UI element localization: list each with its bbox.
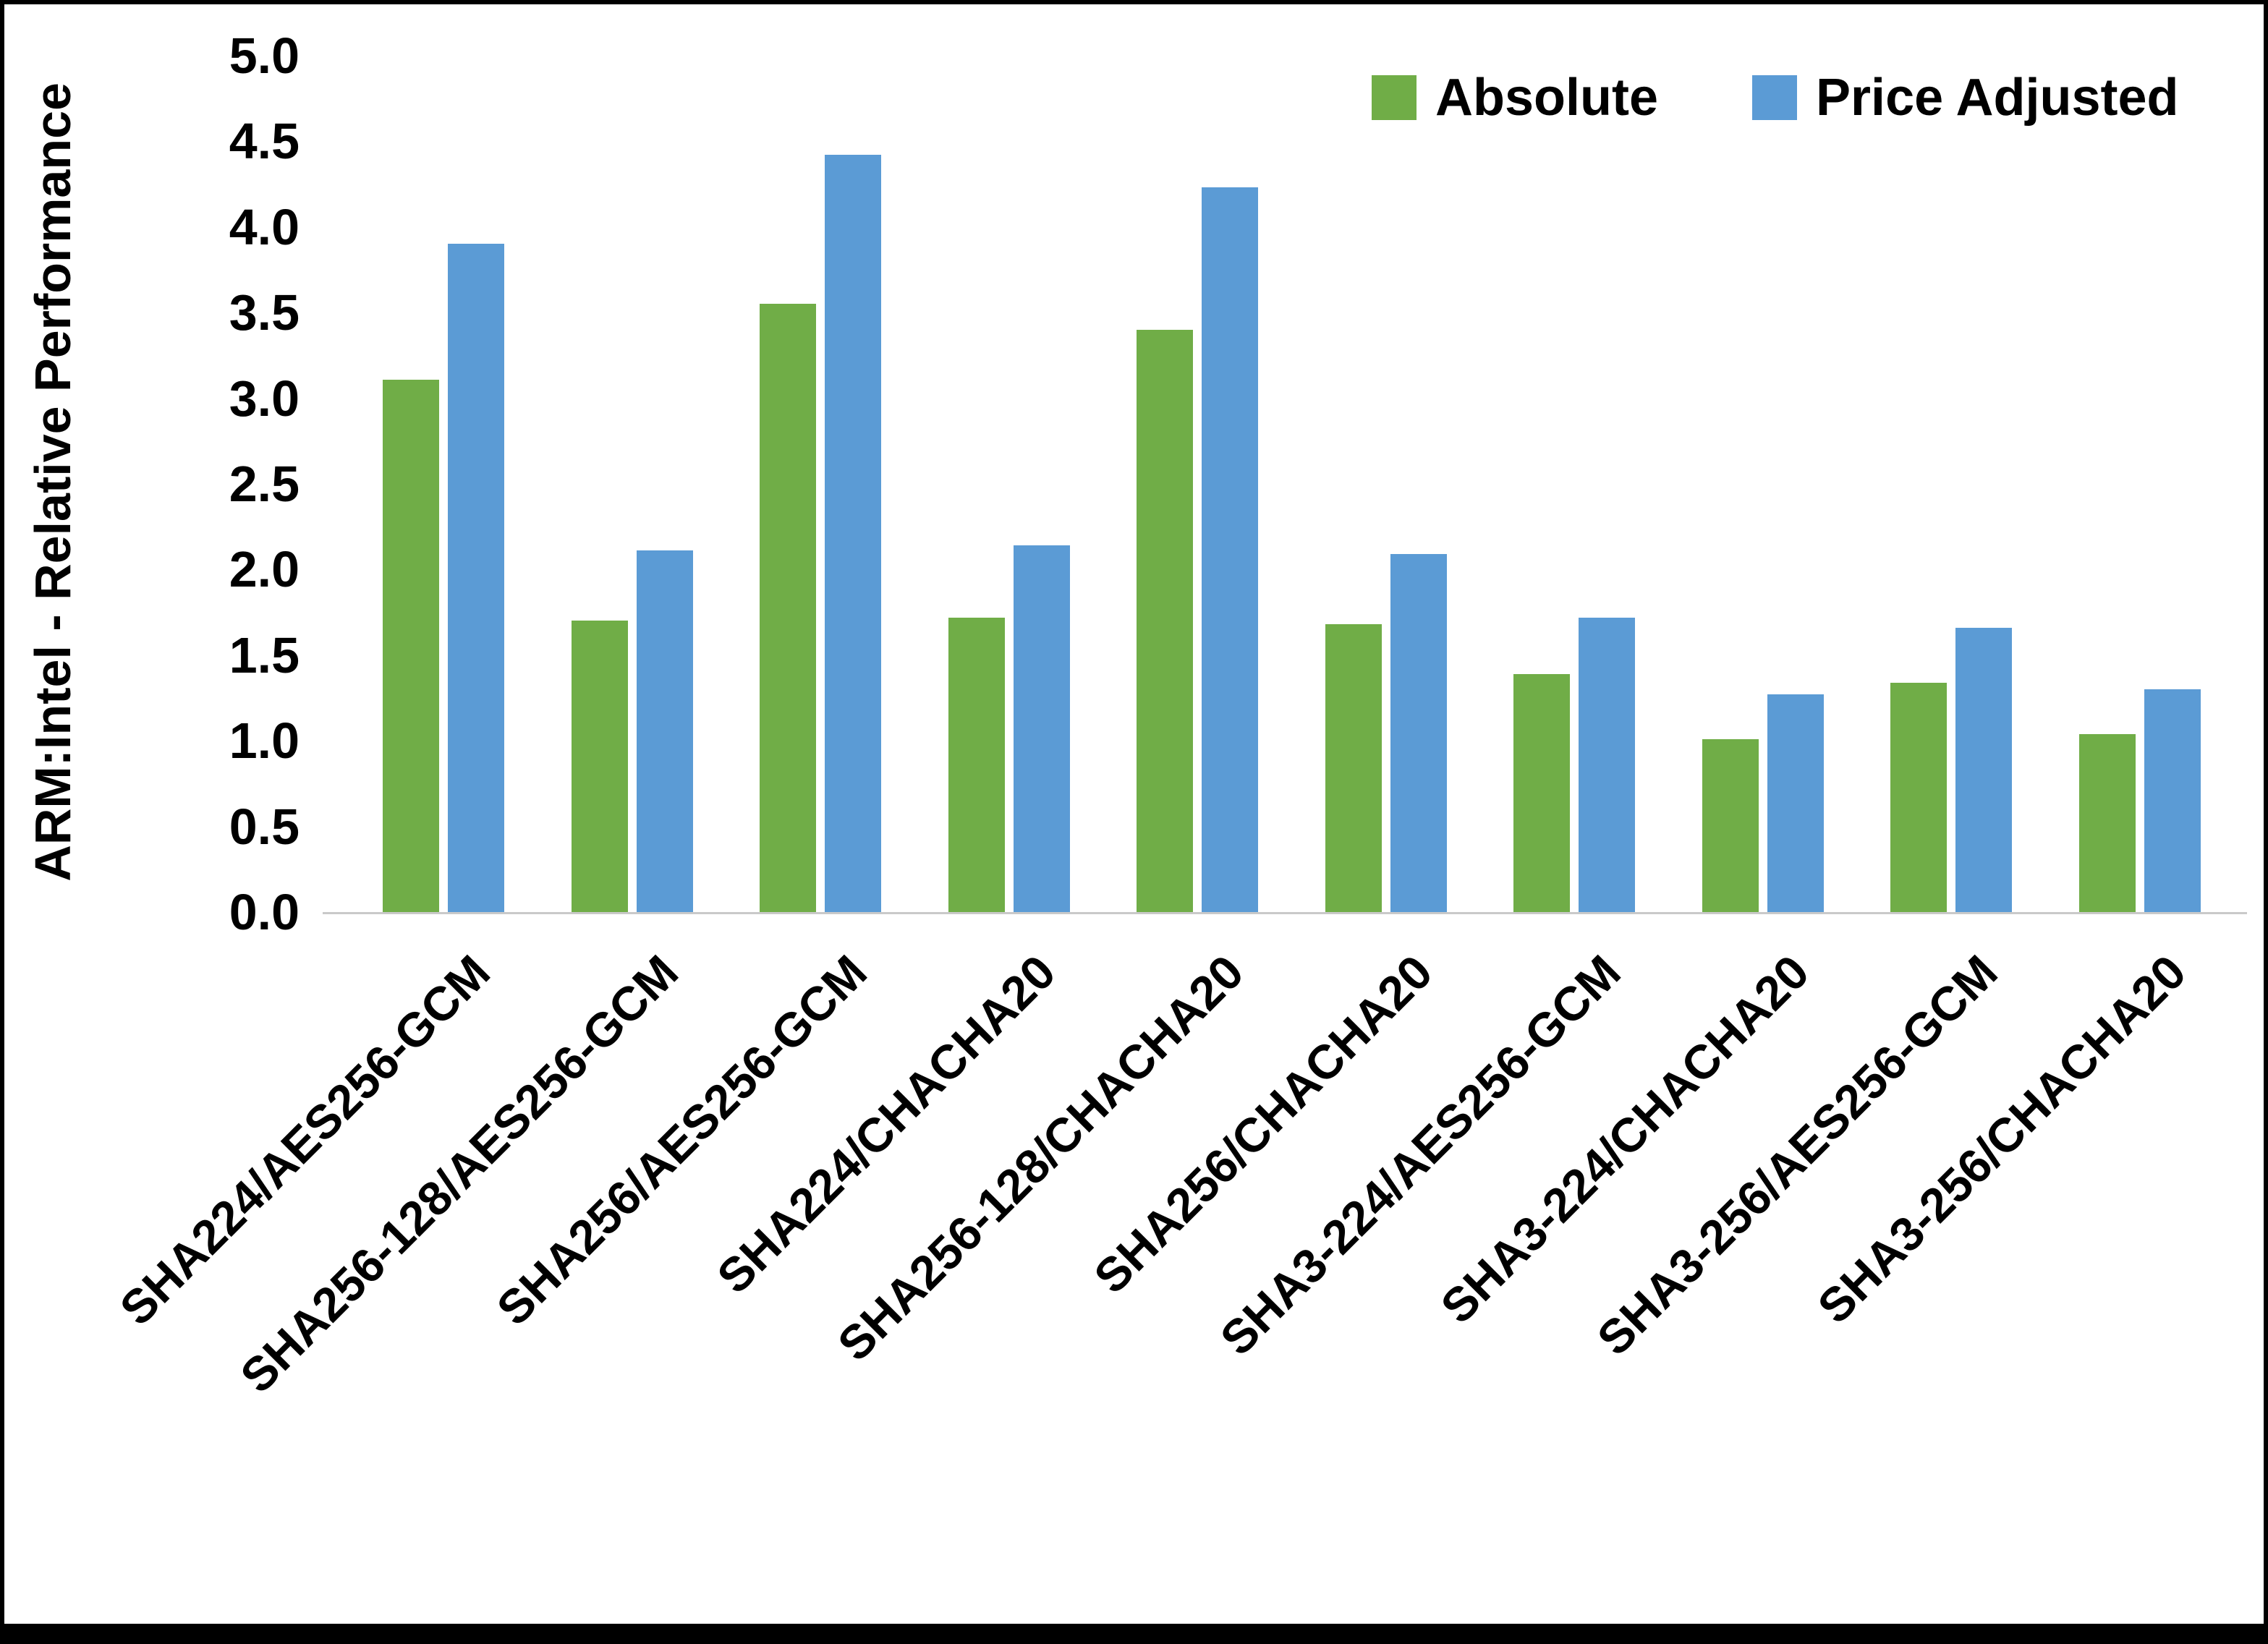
bar-absolute — [1702, 738, 1759, 912]
bar-price-adjusted — [448, 244, 505, 912]
bar-absolute — [571, 621, 628, 912]
bar-price-adjusted — [1202, 187, 1259, 912]
bar-group — [538, 56, 727, 912]
bar-price-adjusted — [1955, 627, 2013, 912]
bar-absolute — [383, 379, 440, 912]
y-axis-tick-label: 0.5 — [229, 798, 300, 855]
bar-group — [349, 56, 538, 912]
x-axis-category-label: SHA256-128/CHACHA20 — [827, 945, 1254, 1371]
y-axis-tick-label: 2.0 — [229, 541, 300, 598]
bar-group — [726, 56, 915, 912]
legend-swatch-absolute-icon — [1372, 75, 1417, 120]
bar-group — [1669, 56, 1858, 912]
y-axis-tick-label: 5.0 — [229, 27, 300, 84]
x-axis-category-label: SHA3-256/AES256-GCM — [1587, 945, 2008, 1366]
legend-item-absolute: Absolute — [1372, 68, 1658, 127]
bar-price-adjusted — [636, 550, 693, 912]
x-axis-category-label: SHA3-224/CHACHA20 — [1430, 945, 1819, 1334]
bar-absolute — [1137, 329, 1194, 912]
x-axis-category-label: SHA256/CHACHA20 — [1083, 945, 1443, 1303]
x-axis-line — [323, 912, 2247, 914]
y-axis-tick-label: 4.5 — [229, 113, 300, 170]
y-axis-tick-label: 1.5 — [229, 626, 300, 683]
x-axis-category-label: SHA3-224/AES256-GCM — [1210, 945, 1631, 1366]
y-axis-tick-label: 0.0 — [229, 884, 300, 940]
y-axis-tick-label: 1.0 — [229, 712, 300, 770]
bar-group — [1103, 56, 1292, 912]
y-axis-tick-label: 3.5 — [229, 284, 300, 341]
bar-price-adjusted — [825, 155, 882, 912]
bar-group — [2046, 56, 2235, 912]
bar-group — [915, 56, 1104, 912]
bar-absolute — [1325, 624, 1382, 912]
x-axis-category-label: SHA256/AES256-GCM — [485, 945, 877, 1336]
bar-absolute — [1513, 673, 1571, 912]
bar-price-adjusted — [1579, 617, 1636, 912]
y-axis-tick-label: 3.0 — [229, 370, 300, 427]
bar-price-adjusted — [1390, 554, 1447, 912]
y-axis-tick-label: 2.5 — [229, 456, 300, 512]
legend-item-price-adjusted: Price Adjusted — [1752, 68, 2178, 127]
legend-swatch-price-adjusted-icon — [1752, 75, 1798, 120]
legend-label-price-adjusted: Price Adjusted — [1816, 69, 2179, 127]
bar-absolute — [2078, 733, 2136, 912]
bar-group — [1480, 56, 1669, 912]
x-axis-category-label: SHA224/CHACHA20 — [706, 945, 1066, 1303]
bar-price-adjusted — [2144, 689, 2201, 912]
bar-absolute — [948, 617, 1005, 912]
bar-price-adjusted — [1013, 545, 1070, 912]
x-axis-category-label: SHA224/AES256-GCM — [109, 945, 500, 1336]
legend-label-absolute: Absolute — [1435, 69, 1659, 127]
bar-price-adjusted — [1767, 694, 1824, 912]
bar-group — [1292, 56, 1481, 912]
legend: Absolute Price Adjusted — [1372, 68, 2178, 127]
y-axis-tick-label: 4.0 — [229, 198, 300, 255]
bar-group — [1857, 56, 2046, 912]
bar-absolute — [1890, 682, 1948, 912]
bar-absolute — [760, 304, 817, 912]
x-axis-category-label: SHA3-256/CHACHA20 — [1806, 945, 2196, 1334]
